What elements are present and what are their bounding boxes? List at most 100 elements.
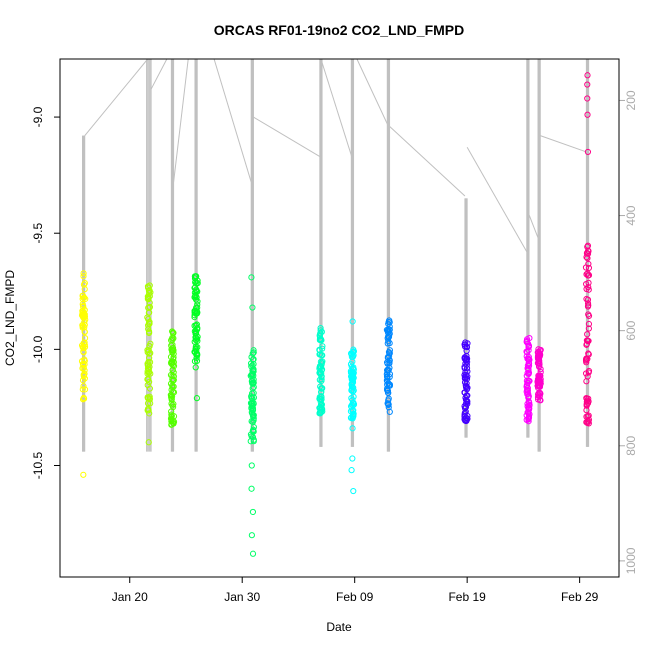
point-rf04: [192, 322, 200, 329]
point-rf03: [170, 347, 177, 355]
point-rf09: [464, 415, 471, 422]
point-rf02: [145, 309, 152, 316]
point-rf11: [534, 359, 542, 367]
point-rf07-outlier: [349, 318, 356, 325]
point-rf04: [191, 289, 199, 296]
point-rf07: [349, 402, 356, 409]
point-rf10: [525, 359, 532, 367]
point-rf02: [146, 393, 153, 400]
point-rf03: [170, 350, 177, 358]
point-rf07: [350, 352, 357, 359]
point-rf08: [383, 371, 390, 378]
point-rf04: [192, 310, 199, 317]
point-rf01: [80, 383, 87, 390]
point-rf03: [169, 328, 176, 335]
point-rf06: [319, 343, 326, 350]
point-rf01-outlier: [80, 471, 87, 478]
point-rf02: [146, 320, 153, 327]
point-rf03: [169, 377, 177, 385]
point-rf03: [168, 421, 175, 428]
point-rf02: [144, 293, 151, 300]
point-rf03: [169, 366, 176, 373]
point-rf08: [385, 389, 392, 397]
point-rf11: [535, 348, 542, 355]
point-rf01: [81, 339, 88, 346]
x-tick-label: Jan 20: [112, 590, 148, 604]
point-rf03: [169, 402, 176, 409]
point-rf09: [461, 371, 468, 379]
point-rf07: [350, 370, 357, 378]
point-rf01: [81, 335, 89, 342]
point-rf05-outlier: [249, 508, 257, 516]
point-rf08: [386, 319, 393, 326]
point-rf04-outlier: [193, 395, 200, 402]
point-rf07: [348, 375, 356, 382]
point-rf11: [537, 390, 544, 397]
point-rf07: [350, 393, 357, 400]
x-axis-label: Date: [326, 620, 352, 634]
point-rf10: [525, 370, 532, 378]
point-rf04: [194, 304, 201, 311]
point-rf05: [250, 436, 257, 443]
point-rf12: [584, 419, 591, 427]
point-rf01: [82, 295, 89, 303]
point-rf08: [385, 404, 392, 411]
y-tick-label: -10.5: [31, 452, 45, 480]
point-rf05: [249, 371, 256, 378]
point-rf02: [145, 328, 153, 335]
y2-tick-label: 400: [624, 205, 638, 225]
point-rf06: [318, 337, 325, 344]
point-rf03: [168, 394, 175, 401]
point-rf07: [349, 349, 356, 356]
point-rf08: [386, 350, 393, 357]
point-rf01: [80, 310, 87, 318]
point-rf05: [249, 395, 256, 402]
point-rf02-outlier: [145, 439, 152, 446]
point-rf02: [147, 400, 154, 407]
point-rf03: [169, 358, 176, 365]
point-rf05: [249, 405, 256, 412]
point-rf08: [386, 340, 393, 347]
point-rf12: [583, 378, 590, 385]
point-rf01: [80, 395, 88, 402]
point-rf10: [526, 401, 533, 409]
point-rf08: [383, 386, 391, 394]
point-rf06: [317, 370, 324, 378]
point-rf08: [384, 366, 391, 374]
point-rf02: [145, 376, 152, 383]
plot-marks: [78, 58, 593, 557]
point-rf09: [462, 375, 469, 382]
point-rf05: [249, 419, 256, 426]
y2-axis: 200 400 600 800 1000: [619, 90, 638, 574]
point-rf08: [385, 397, 392, 404]
point-rf10: [525, 366, 532, 373]
point-rf03: [170, 335, 177, 342]
altitude-connector: [213, 58, 252, 183]
point-rf12: [585, 311, 592, 318]
point-rf03: [170, 369, 177, 376]
point-rf12: [582, 357, 590, 364]
point-rf07: [349, 358, 356, 365]
point-rf11: [534, 376, 542, 383]
point-rf06: [316, 346, 323, 353]
y2-tick-label: 1000: [624, 547, 638, 574]
point-rf05: [250, 361, 257, 368]
altitude-connector: [389, 125, 466, 197]
point-rf02: [146, 368, 153, 376]
point-rf04: [192, 346, 199, 353]
point-rf12-outlier: [584, 148, 592, 156]
y-axis: -9.0 -9.5 -10.0 -10.5: [31, 106, 60, 479]
point-rf11: [537, 366, 544, 373]
point-rf12: [583, 254, 590, 261]
point-rf05: [250, 349, 257, 356]
point-rf09: [461, 341, 468, 348]
point-rf02: [144, 362, 151, 369]
point-rf05: [249, 356, 257, 363]
point-rf12: [583, 295, 590, 303]
point-rf01: [79, 324, 86, 331]
point-rf11: [536, 362, 543, 370]
point-rf12: [585, 264, 593, 272]
point-rf02: [146, 299, 153, 306]
point-rf03: [168, 416, 175, 424]
point-rf12: [585, 412, 592, 419]
